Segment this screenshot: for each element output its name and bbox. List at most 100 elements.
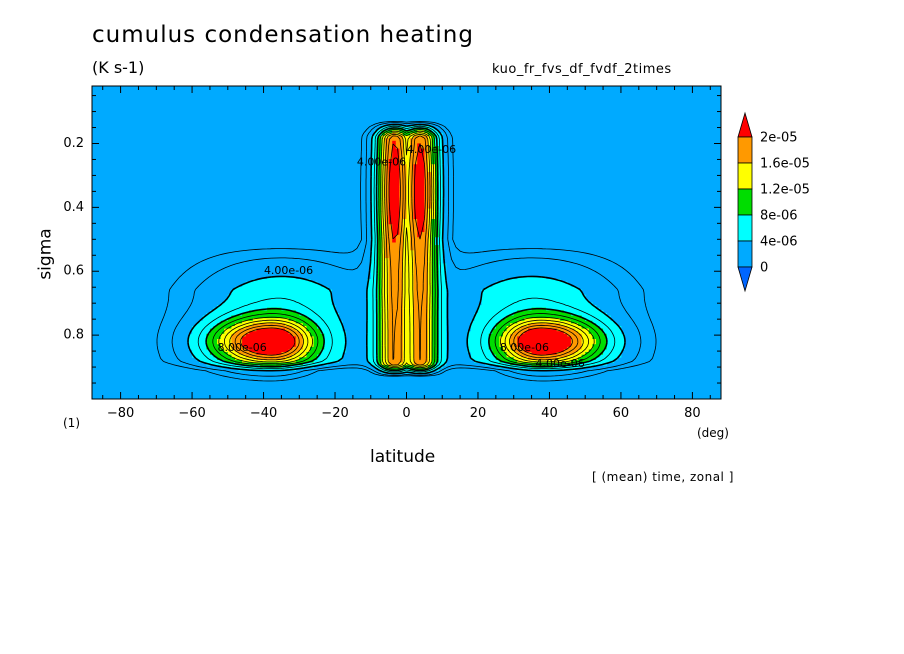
contour-fill-cell [388,265,404,269]
contour-fill-cell [388,307,404,311]
contour-fill-cell [402,140,411,144]
contour-fill-cell [402,281,415,285]
contour-fill-cell [413,344,429,348]
contour-fill-cell [402,325,415,329]
contour-fill-cell [427,239,432,243]
contour-fill-cell [474,318,504,322]
contour-fill-cell [417,143,422,147]
contour-fill-cell [470,352,493,356]
contour-fill-cell [424,172,432,176]
contour-fill-cell [413,260,429,264]
contour-fill-cell [399,164,407,168]
contour-fill-cell [438,226,443,230]
contour-fill-cell [288,331,300,335]
contour-fill-cell [402,159,411,163]
contour-fill-cell [370,276,379,280]
contour-fill-cell [438,221,443,225]
contour-fill-cell [427,352,432,356]
contour-fill-cell [370,232,379,236]
contour-fill-cell [488,346,504,350]
contour-fill-cell [388,344,404,348]
contour-fill-cell [392,148,400,152]
contour-fill-cell [381,192,386,196]
contour-line [187,123,626,375]
contour-fill-cell [249,349,289,353]
contour-fill-cell [295,328,307,332]
contour-fill-cell [388,159,400,163]
contour-fill-cell [595,341,608,345]
contour-label: 8.00e-06 [217,341,266,354]
contour-fill-cell [592,320,615,324]
contour-fill-cell [295,310,336,314]
contour-fill-cell [431,252,440,256]
contour-fill-cell [381,234,386,238]
contour-fill-cell [406,216,411,220]
contour-fill-cell [381,132,386,136]
contour-fill-cell [488,341,500,345]
contour-fill-cell [388,294,404,298]
contour-fill-cell [385,232,393,236]
contour-fill-cell [431,140,436,144]
contour-fill-cell [388,281,404,285]
contour-fill-cell [381,305,390,309]
contour-fill-cell [385,148,393,152]
contour-fill-cell [192,328,211,332]
contour-fill-cell [438,271,447,275]
contour-fill-cell [402,323,415,327]
contour-fill-cell [385,247,404,251]
contour-fill-cell [427,161,432,165]
contour-fill-cell [381,299,390,303]
colorbar-label: 1.6e-05 [760,157,810,172]
contour-fill-cell [438,302,447,306]
contour-fill-cell [431,143,436,147]
contour-fill-cell [477,307,532,311]
contour-fill-cell [245,346,293,350]
contour-fill-cell [417,148,425,152]
contour-fill-cell [481,299,590,303]
contour-fill-cell [370,268,379,272]
contour-fill-cell [388,271,404,275]
contour-fill-cell [402,276,415,280]
contour-fill-cell [402,292,415,296]
contour-fill-cell [413,190,425,194]
contour-fill-cell [213,325,232,329]
contour-fill-cell [388,279,404,283]
contour-fill-cell [370,140,379,144]
contour-fill-cell [310,346,325,350]
contour-fill-cell [388,352,404,356]
colorbar-extend-bottom [737,266,753,293]
contour-fill-cell [320,349,347,353]
contour-fill-cell [242,339,297,343]
contour-fill-cell [413,216,425,220]
contour-fill-cell [313,341,325,345]
contour-fill-cell [377,174,382,178]
contour-fill-cell [410,213,415,217]
contour-fill-cell [556,328,575,332]
contour-fill-cell [367,359,379,363]
chart-units: (K s-1) [92,58,145,77]
contour-fill-cell [377,216,382,220]
contour-fill-cell [385,156,393,160]
contour-fill-cell [302,336,314,340]
contour-fill-cell [188,333,207,337]
x-tick-label: −80 [107,406,134,421]
contour-fill-cell [381,284,390,288]
contour-fill-cell [517,276,547,280]
contour-fill-cell [388,187,400,191]
contour-fill-cell [377,213,382,217]
contour-fill-cell [377,159,382,163]
x-axis-unit: (deg) [697,426,729,440]
contour-fill-cell [438,292,447,296]
contour-fill-cell [513,331,525,335]
contour-fill-cell [399,216,407,220]
contour-fill-cell [413,294,429,298]
contour-fill-cell [488,336,500,340]
colorbar-extend-top [737,111,753,138]
contour-fill-cell [502,318,525,322]
contour-fill-cell [381,203,386,207]
contour-fill-cell [381,302,390,306]
contour-fill-cell [438,224,443,228]
contour-line [218,130,595,369]
contour-fill-cell [431,352,440,356]
contour-fill-cell [388,203,400,207]
